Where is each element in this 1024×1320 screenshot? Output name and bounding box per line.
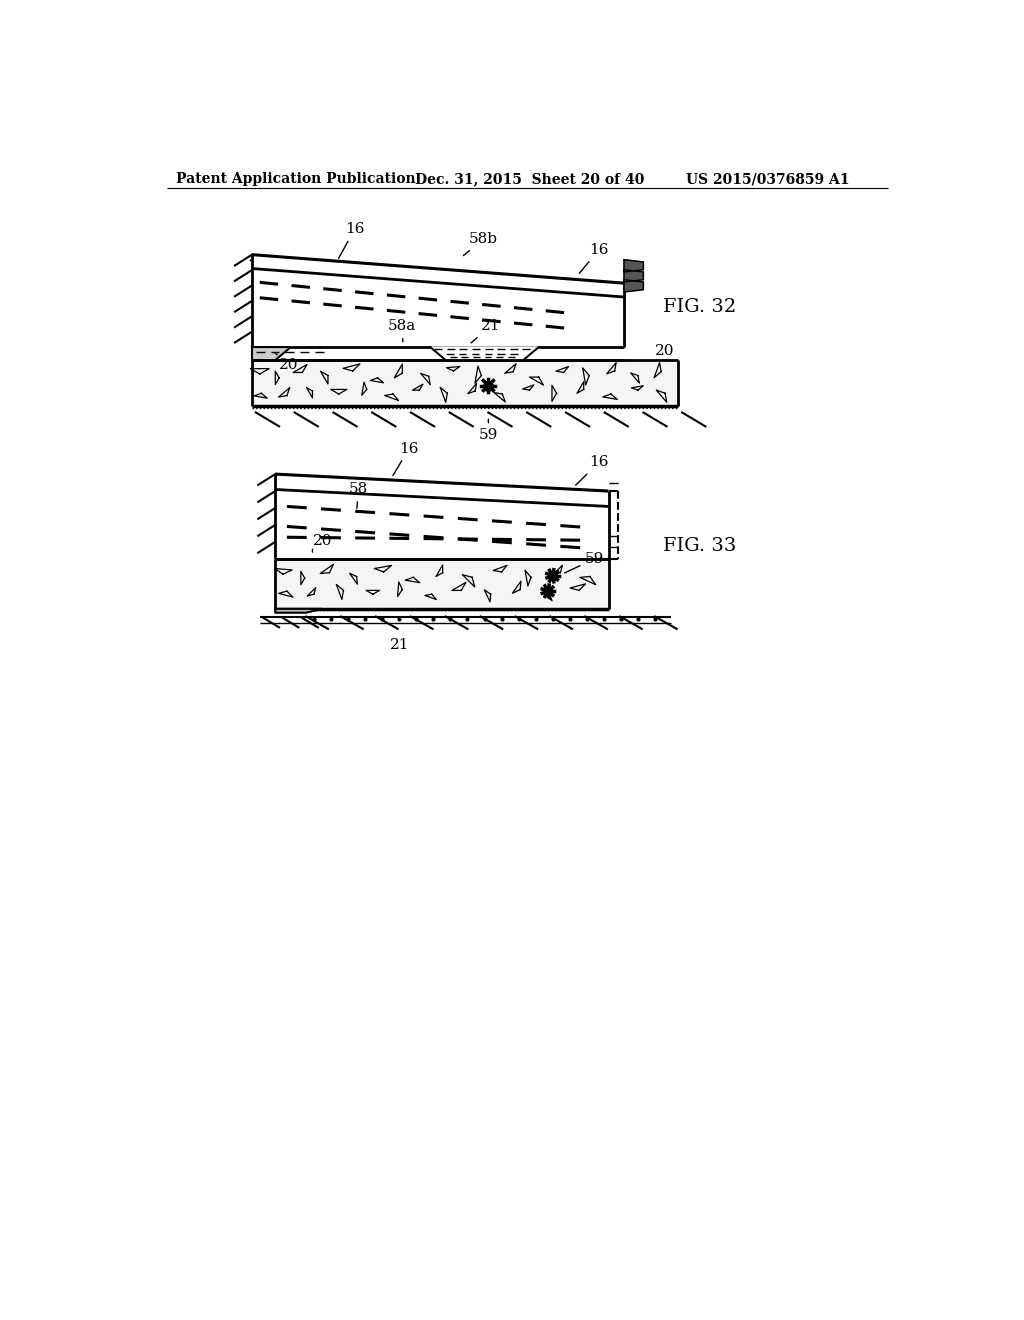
Text: 16: 16 — [580, 243, 608, 273]
Text: Dec. 31, 2015  Sheet 20 of 40: Dec. 31, 2015 Sheet 20 of 40 — [415, 172, 644, 186]
Text: 58a: 58a — [388, 319, 416, 342]
Text: 20: 20 — [655, 343, 675, 358]
Text: 21: 21 — [471, 319, 500, 343]
Polygon shape — [624, 269, 643, 282]
Text: 16: 16 — [339, 222, 365, 259]
Text: US 2015/0376859 A1: US 2015/0376859 A1 — [686, 172, 850, 186]
Text: 16: 16 — [575, 455, 608, 486]
Text: FIG. 32: FIG. 32 — [663, 298, 736, 317]
Text: 20: 20 — [312, 535, 332, 548]
Polygon shape — [275, 609, 322, 612]
Polygon shape — [624, 260, 643, 272]
Polygon shape — [624, 280, 643, 292]
Bar — [252, 360, 678, 407]
Polygon shape — [252, 347, 291, 360]
Text: 58b: 58b — [464, 232, 498, 256]
Text: 59: 59 — [478, 420, 498, 442]
Polygon shape — [430, 347, 539, 360]
Text: 59: 59 — [564, 552, 604, 573]
Bar — [275, 558, 608, 609]
Text: FIG. 33: FIG. 33 — [663, 537, 736, 556]
Text: Patent Application Publication: Patent Application Publication — [176, 172, 416, 186]
Text: 58: 58 — [349, 482, 368, 508]
Text: 16: 16 — [393, 442, 419, 475]
Text: 21: 21 — [389, 638, 409, 652]
Text: 20: 20 — [275, 354, 299, 372]
